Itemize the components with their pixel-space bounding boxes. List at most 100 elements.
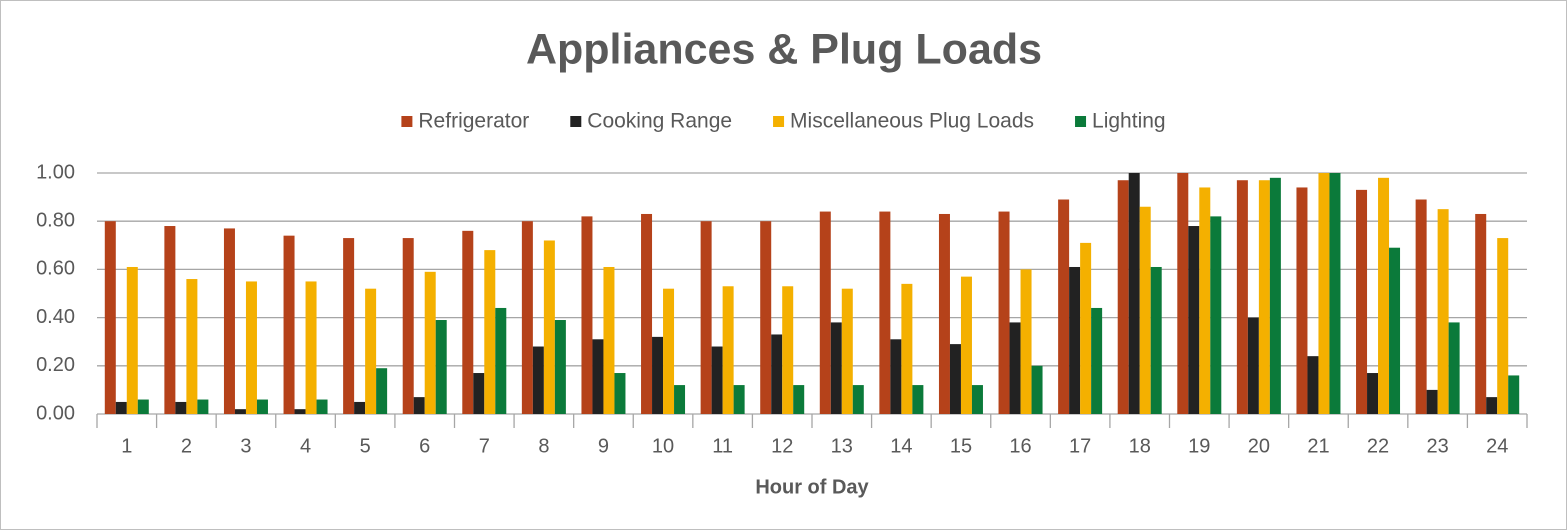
bar <box>912 385 924 414</box>
bar <box>938 213 950 414</box>
bar <box>473 373 485 414</box>
bar <box>175 401 187 414</box>
bar <box>890 339 902 414</box>
bar <box>1448 322 1460 414</box>
bar <box>435 320 447 414</box>
bar <box>1426 389 1438 414</box>
bar <box>722 286 734 414</box>
bar <box>733 385 745 414</box>
x-tick-label: 13 <box>831 435 853 457</box>
bar <box>700 221 712 414</box>
bar <box>137 399 149 414</box>
bar <box>1117 180 1129 414</box>
bar <box>495 307 507 414</box>
x-tick-label: 17 <box>1069 435 1091 457</box>
x-tick-label: 3 <box>240 435 251 457</box>
x-tick-label: 12 <box>771 435 793 457</box>
bar <box>841 288 853 414</box>
bar <box>663 288 675 414</box>
legend-label: Miscellaneous Plug Loads <box>790 110 1034 133</box>
x-tick-label: 19 <box>1188 435 1210 457</box>
bar <box>223 228 235 414</box>
bar <box>104 221 116 414</box>
x-tick-label: 6 <box>419 435 430 457</box>
bar <box>1497 238 1509 414</box>
x-tick-label: 8 <box>538 435 549 457</box>
legend-label: Cooking Range <box>587 110 732 133</box>
x-tick-label: 18 <box>1129 435 1151 457</box>
bar <box>283 235 295 414</box>
bar <box>234 409 246 414</box>
bar <box>532 346 544 414</box>
x-tick-label: 20 <box>1248 435 1270 457</box>
bar <box>603 266 615 414</box>
legend-label: Lighting <box>1092 110 1166 133</box>
bar <box>197 399 209 414</box>
bar <box>614 373 626 414</box>
bar <box>782 286 794 414</box>
bar <box>901 283 913 414</box>
bar <box>424 271 436 414</box>
legend-swatch <box>570 116 582 127</box>
bar <box>1296 187 1308 414</box>
bar <box>484 250 496 414</box>
bar <box>245 281 257 414</box>
bar <box>1415 199 1427 414</box>
bar <box>652 336 664 414</box>
bar <box>1236 180 1248 414</box>
x-tick-label: 10 <box>652 435 674 457</box>
x-tick-label: 4 <box>300 435 311 457</box>
bar <box>1258 180 1270 414</box>
bar <box>376 368 388 414</box>
bar <box>1508 375 1520 414</box>
bar <box>1389 247 1401 414</box>
bar <box>316 399 328 414</box>
x-tick-label: 23 <box>1427 435 1449 457</box>
y-tick-label: 0.60 <box>36 258 75 280</box>
x-tick-label: 16 <box>1009 435 1031 457</box>
bar <box>1307 356 1319 414</box>
bar <box>413 397 425 414</box>
bar <box>1188 226 1200 414</box>
bar <box>256 399 268 414</box>
bar <box>1058 199 1070 414</box>
bar <box>1356 189 1368 414</box>
bar <box>1150 266 1162 414</box>
bar <box>1080 242 1092 414</box>
bar <box>852 385 864 414</box>
x-tick-label: 11 <box>712 435 733 457</box>
bar <box>1486 397 1498 414</box>
x-tick-label: 24 <box>1486 435 1508 457</box>
bar <box>830 322 842 414</box>
bar <box>126 266 138 414</box>
bar <box>592 339 604 414</box>
x-tick-label: 9 <box>598 435 609 457</box>
bar <box>1128 173 1140 414</box>
bar <box>402 238 414 414</box>
x-tick-label: 21 <box>1307 435 1329 457</box>
bar <box>1247 317 1259 414</box>
legend-swatch <box>773 116 785 127</box>
legend-swatch <box>401 116 413 127</box>
bar <box>1091 307 1103 414</box>
bar <box>960 276 972 414</box>
y-tick-label: 0.20 <box>36 354 75 376</box>
x-tick-label: 2 <box>181 435 192 457</box>
bar <box>1437 209 1449 414</box>
bar <box>760 221 772 414</box>
bar <box>164 226 176 414</box>
bar <box>674 385 686 414</box>
bar <box>1199 187 1211 414</box>
bar <box>1009 322 1021 414</box>
bar <box>543 240 555 414</box>
bar <box>1318 173 1330 414</box>
bar <box>1139 206 1151 414</box>
x-tick-label: 1 <box>121 435 132 457</box>
bar <box>1069 266 1081 414</box>
bar <box>521 221 533 414</box>
y-tick-label: 0.80 <box>36 209 75 231</box>
bar <box>1020 269 1032 414</box>
x-tick-label: 15 <box>950 435 972 457</box>
bar <box>879 211 891 414</box>
